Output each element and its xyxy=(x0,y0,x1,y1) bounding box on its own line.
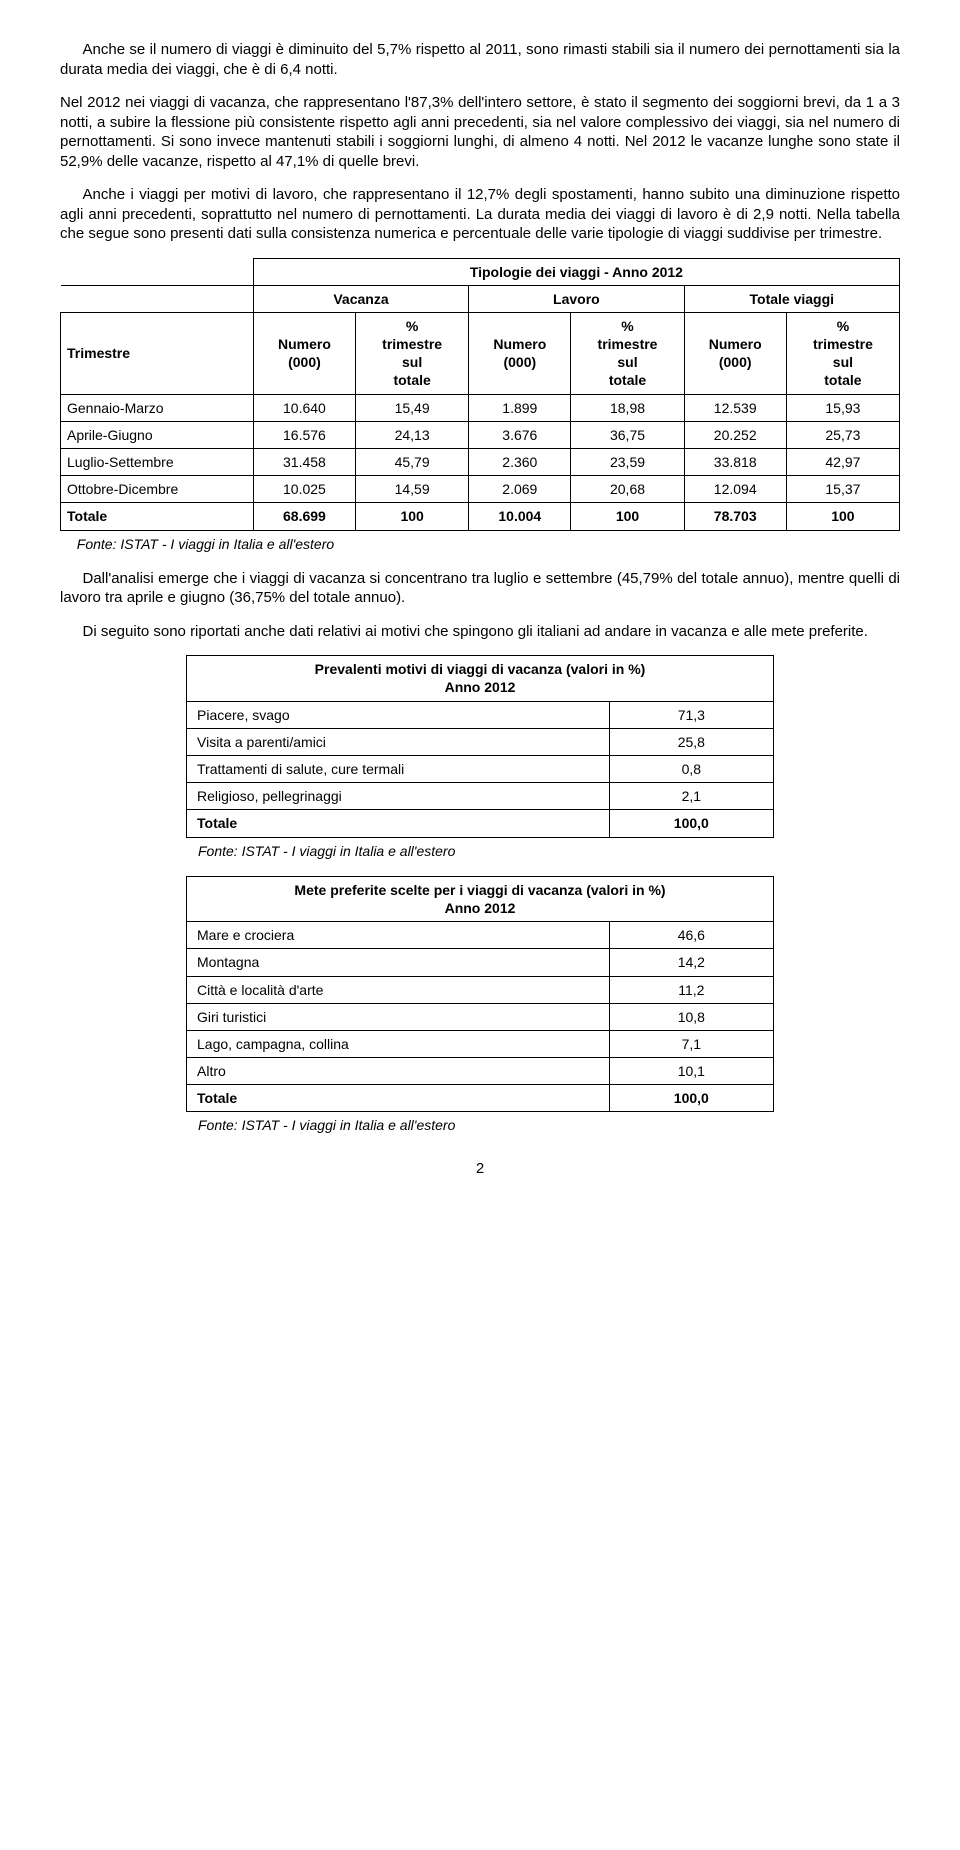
table1-cell-r2-c3: 2.360 xyxy=(469,449,571,476)
table1-cell-r0-c2: 15,49 xyxy=(356,394,469,421)
table2-val-3: 2,1 xyxy=(609,783,773,810)
table2-label-1: Visita a parenti/amici xyxy=(187,728,610,755)
table1-cell-r3-c6: 15,37 xyxy=(786,476,899,503)
table2-label-2: Trattamenti di salute, cure termali xyxy=(187,756,610,783)
table2-total-val: 100,0 xyxy=(609,810,773,837)
table1-total-c3: 10.004 xyxy=(469,503,571,530)
table1-cell-r1-c5: 20.252 xyxy=(684,421,786,448)
table1-cell-r0-c3: 1.899 xyxy=(469,394,571,421)
table1-cell-r3-c3: 2.069 xyxy=(469,476,571,503)
table3-label-1: Montagna xyxy=(187,949,610,976)
table1-cell-r2-c0: Luglio-Settembre xyxy=(61,449,254,476)
table1-cell-r1-c1: 16.576 xyxy=(253,421,355,448)
table-motivi-vacanza: Prevalenti motivi di viaggi di vacanza (… xyxy=(186,655,774,837)
table2-title-line2: Anno 2012 xyxy=(445,679,516,695)
table1-cell-r1-c6: 25,73 xyxy=(786,421,899,448)
table3-title-line2: Anno 2012 xyxy=(445,900,516,916)
table3-total-val: 100,0 xyxy=(609,1085,773,1112)
table1-cell-r1-c3: 3.676 xyxy=(469,421,571,448)
subheader-num-2: Numero(000) xyxy=(684,312,786,394)
table1-cell-r1-c2: 24,13 xyxy=(356,421,469,448)
table3-label-0: Mare e crociera xyxy=(187,922,610,949)
table1-source: Fonte: ISTAT - I viaggi in Italia e all'… xyxy=(60,535,900,553)
group-header-0: Vacanza xyxy=(253,285,468,312)
table1-total-c0: Totale xyxy=(61,503,254,530)
table1-corner-blank xyxy=(61,258,254,285)
table1-cell-r3-c1: 10.025 xyxy=(253,476,355,503)
paragraph-2: Nel 2012 nei viaggi di vacanza, che rapp… xyxy=(60,93,900,171)
table3-total-label: Totale xyxy=(187,1085,610,1112)
table3-val-1: 14,2 xyxy=(609,949,773,976)
table3-source: Fonte: ISTAT - I viaggi in Italia e all'… xyxy=(186,1116,774,1134)
table1-title: Tipologie dei viaggi - Anno 2012 xyxy=(253,258,899,285)
table1-cell-r3-c5: 12.094 xyxy=(684,476,786,503)
table1-cell-r0-c0: Gennaio-Marzo xyxy=(61,394,254,421)
paragraph-5: Di seguito sono riportati anche dati rel… xyxy=(60,622,900,642)
table1-cell-r3-c0: Ottobre-Dicembre xyxy=(61,476,254,503)
table3-title: Mete preferite scelte per i viaggi di va… xyxy=(187,876,774,921)
table2-total-label: Totale xyxy=(187,810,610,837)
table1-cell-r2-c2: 45,79 xyxy=(356,449,469,476)
paragraph-1: Anche se il numero di viaggi è diminuito… xyxy=(60,40,900,79)
table3-val-3: 10,8 xyxy=(609,1003,773,1030)
paragraph-4: Dall'analisi emerge che i viaggi di vaca… xyxy=(60,569,900,608)
table1-total-c5: 78.703 xyxy=(684,503,786,530)
table1-cell-r1-c0: Aprile-Giugno xyxy=(61,421,254,448)
table2-title: Prevalenti motivi di viaggi di vacanza (… xyxy=(187,656,774,701)
paragraph-3: Anche i viaggi per motivi di lavoro, che… xyxy=(60,185,900,244)
table3-val-2: 11,2 xyxy=(609,976,773,1003)
group-header-1: Lavoro xyxy=(469,285,684,312)
table1-cell-r0-c1: 10.640 xyxy=(253,394,355,421)
table1-cell-r0-c5: 12.539 xyxy=(684,394,786,421)
table1-blank2 xyxy=(61,285,254,312)
table1-total-c2: 100 xyxy=(356,503,469,530)
table2-label-0: Piacere, svago xyxy=(187,701,610,728)
table1-total-c1: 68.699 xyxy=(253,503,355,530)
table3-val-4: 7,1 xyxy=(609,1030,773,1057)
table2-label-3: Religioso, pellegrinaggi xyxy=(187,783,610,810)
table1-total-c6: 100 xyxy=(786,503,899,530)
row-header-trimestre: Trimestre xyxy=(61,312,254,394)
table2-val-2: 0,8 xyxy=(609,756,773,783)
table3-val-5: 10,1 xyxy=(609,1058,773,1085)
subheader-pct-0: %trimestresultotale xyxy=(356,312,469,394)
table1-total-c4: 100 xyxy=(571,503,684,530)
table2-title-line1: Prevalenti motivi di viaggi di vacanza (… xyxy=(315,661,646,677)
table1-cell-r2-c6: 42,97 xyxy=(786,449,899,476)
subheader-num-0: Numero(000) xyxy=(253,312,355,394)
table1-cell-r3-c2: 14,59 xyxy=(356,476,469,503)
table2-val-1: 25,8 xyxy=(609,728,773,755)
table2-source: Fonte: ISTAT - I viaggi in Italia e all'… xyxy=(186,842,774,860)
table3-label-2: Città e località d'arte xyxy=(187,976,610,1003)
subheader-pct-2: %trimestresultotale xyxy=(786,312,899,394)
table-mete-preferite: Mete preferite scelte per i viaggi di va… xyxy=(186,876,774,1113)
table3-label-3: Giri turistici xyxy=(187,1003,610,1030)
table3-label-4: Lago, campagna, collina xyxy=(187,1030,610,1057)
table1-cell-r1-c4: 36,75 xyxy=(571,421,684,448)
table1-cell-r2-c5: 33.818 xyxy=(684,449,786,476)
table3-label-5: Altro xyxy=(187,1058,610,1085)
table1-cell-r2-c1: 31.458 xyxy=(253,449,355,476)
table3-val-0: 46,6 xyxy=(609,922,773,949)
page-number: 2 xyxy=(60,1159,900,1179)
table3-title-line1: Mete preferite scelte per i viaggi di va… xyxy=(294,882,665,898)
table2-val-0: 71,3 xyxy=(609,701,773,728)
table1-cell-r0-c4: 18,98 xyxy=(571,394,684,421)
subheader-num-1: Numero(000) xyxy=(469,312,571,394)
table-tipologie-viaggi: Tipologie dei viaggi - Anno 2012VacanzaL… xyxy=(60,258,900,531)
subheader-pct-1: %trimestresultotale xyxy=(571,312,684,394)
group-header-2: Totale viaggi xyxy=(684,285,899,312)
table1-cell-r0-c6: 15,93 xyxy=(786,394,899,421)
table1-cell-r2-c4: 23,59 xyxy=(571,449,684,476)
table1-cell-r3-c4: 20,68 xyxy=(571,476,684,503)
